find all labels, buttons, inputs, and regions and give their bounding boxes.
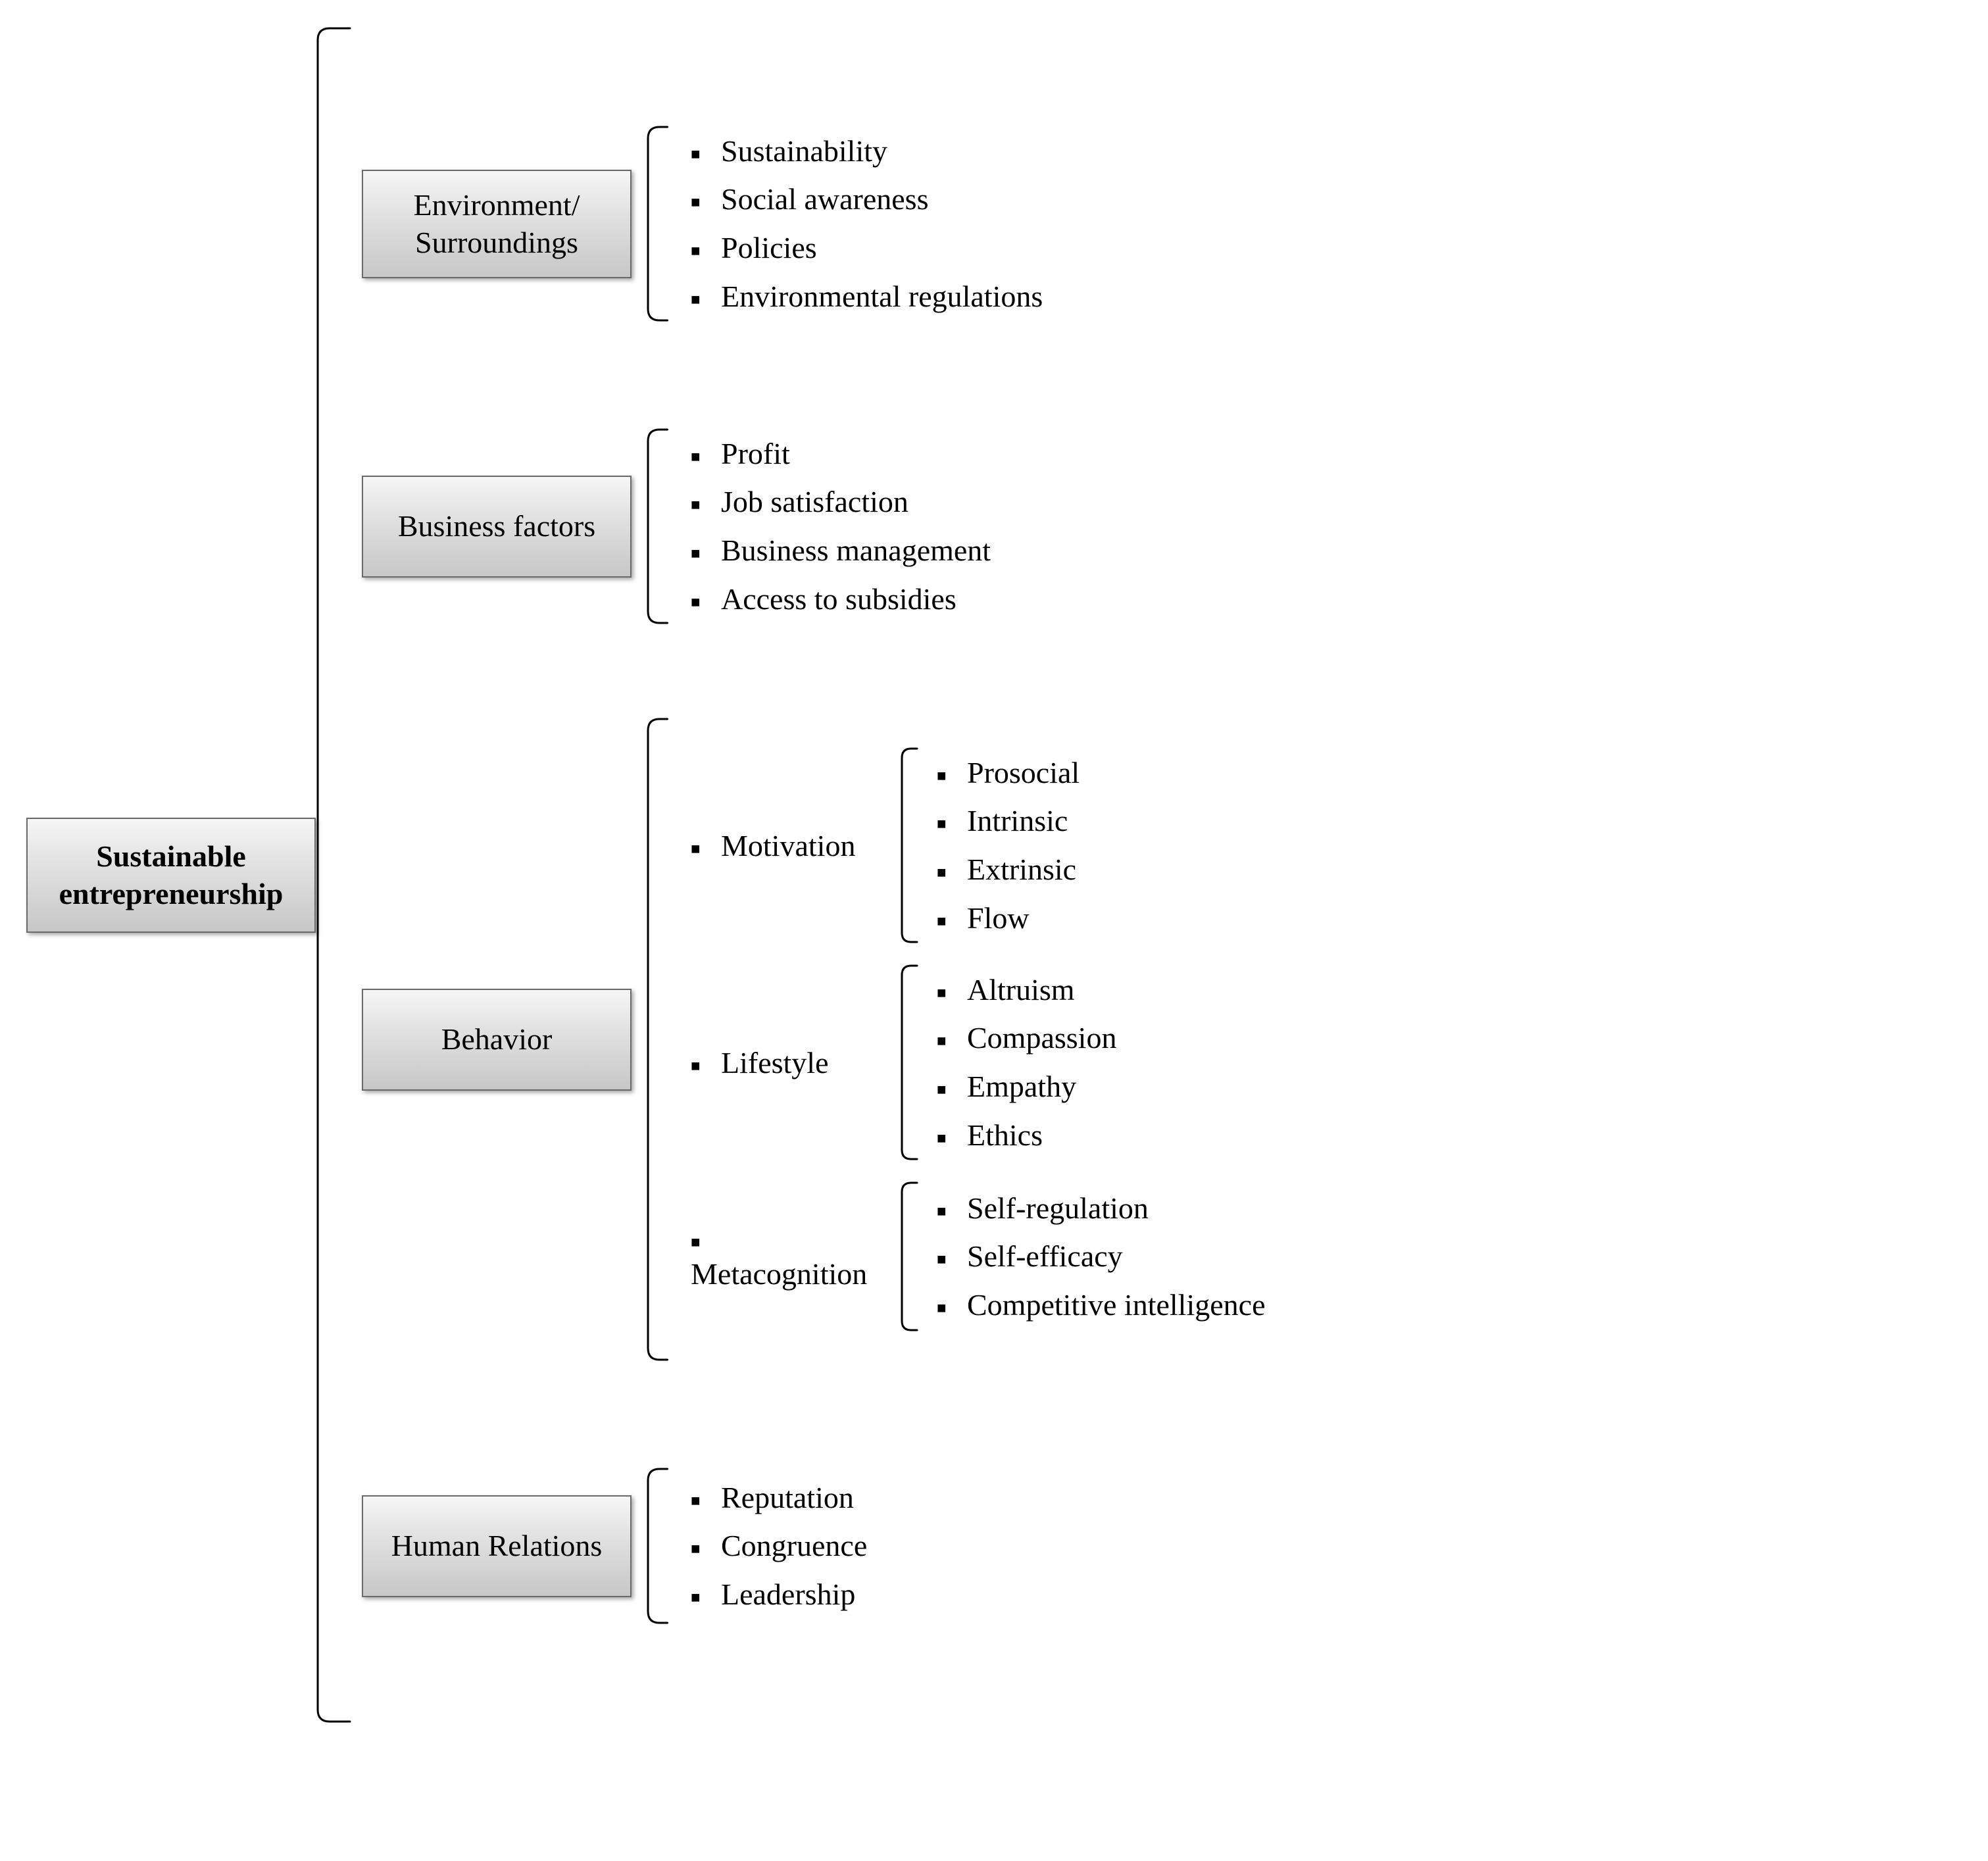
category-label: Human Relations <box>391 1527 603 1565</box>
motivation-list: ProsocialIntrinsicExtrinsicFlow <box>937 749 1080 942</box>
human_relations-item: Reputation <box>691 1474 867 1522</box>
subcategory-label-motivation: Motivation <box>691 828 895 863</box>
category-box-business: Business factors <box>362 476 632 578</box>
lifestyle-item: Ethics <box>937 1111 1116 1160</box>
motivation-item: Intrinsic <box>937 797 1080 845</box>
category-bracket-behavior <box>646 717 679 1362</box>
lifestyle-item: Altruism <box>937 966 1116 1014</box>
business-item: Business management <box>691 526 991 575</box>
category-box-behavior: Behavior <box>362 989 632 1091</box>
business-list: ProfitJob satisfactionBusiness managemen… <box>691 430 991 623</box>
root-box: Sustainable entrepreneurship <box>26 818 316 933</box>
subcategory-label-lifestyle: Lifestyle <box>691 1045 895 1080</box>
lifestyle-list: AltruismCompassionEmpathyEthics <box>937 966 1116 1159</box>
category-bracket-human_relations <box>646 1467 679 1625</box>
environment-item: Environmental regulations <box>691 272 1043 321</box>
category-row-environment: Environment/Surroundings SustainabilitySo… <box>362 125 1266 322</box>
category-box-environment: Environment/Surroundings <box>362 170 632 278</box>
subcategory-row-motivation: Motivation ProsocialIntrinsicExtrinsicFlo… <box>691 747 1266 944</box>
business-item: Job satisfaction <box>691 478 991 526</box>
environment-item: Social awareness <box>691 175 1043 224</box>
metacognition-item: Competitive intelligence <box>937 1281 1266 1329</box>
category-label: Business factors <box>398 507 595 545</box>
subcategory-bracket-metacognition <box>900 1181 926 1332</box>
root-label-line1: Sustainable <box>96 839 246 873</box>
category-bracket-environment <box>646 125 679 322</box>
subcategory-row-metacognition: Metacognition Self-regulationSelf-efficac… <box>691 1181 1266 1332</box>
category-label: Behavior <box>441 1020 553 1058</box>
main-bracket <box>316 26 362 1724</box>
subcategory-label-metacognition: Metacognition <box>691 1222 895 1291</box>
business-item: Profit <box>691 430 991 478</box>
environment-list: SustainabilitySocial awarenessPoliciesEn… <box>691 127 1043 320</box>
category-label: Environment/Surroundings <box>414 186 580 262</box>
hierarchy-diagram: Sustainable entrepreneurship Environment… <box>26 26 1962 1724</box>
subcategory-bracket-lifestyle <box>900 964 926 1161</box>
categories-stack: Environment/Surroundings SustainabilitySo… <box>362 125 1266 1625</box>
category-row-behavior: Behavior Motivation ProsocialIntrinsicExtr… <box>362 717 1266 1362</box>
subcategory-row-lifestyle: Lifestyle AltruismCompassionEmpathyEthics <box>691 964 1266 1161</box>
lifestyle-item: Compassion <box>937 1014 1116 1062</box>
motivation-item: Flow <box>937 894 1080 943</box>
category-bracket-business <box>646 428 679 625</box>
business-item: Access to subsidies <box>691 575 991 624</box>
metacognition-item: Self-regulation <box>937 1184 1266 1233</box>
motivation-item: Extrinsic <box>937 845 1080 894</box>
human_relations-item: Congruence <box>691 1522 867 1570</box>
lifestyle-item: Empathy <box>937 1062 1116 1111</box>
subcategories-stack-behavior: Motivation ProsocialIntrinsicExtrinsicFlo… <box>691 747 1266 1332</box>
environment-item: Sustainability <box>691 127 1043 176</box>
category-box-human_relations: Human Relations <box>362 1495 632 1597</box>
category-row-business: Business factors ProfitJob satisfactionBu… <box>362 428 1266 625</box>
subcategory-bracket-motivation <box>900 747 926 944</box>
motivation-item: Prosocial <box>937 749 1080 797</box>
metacognition-item: Self-efficacy <box>937 1232 1266 1281</box>
environment-item: Policies <box>691 224 1043 272</box>
human_relations-list: ReputationCongruenceLeadership <box>691 1474 867 1619</box>
category-row-human_relations: Human Relations ReputationCongruenceLeade… <box>362 1467 1266 1625</box>
root-label-line2: entrepreneurship <box>59 877 284 910</box>
human_relations-item: Leadership <box>691 1570 867 1619</box>
metacognition-list: Self-regulationSelf-efficacyCompetitive … <box>937 1184 1266 1329</box>
